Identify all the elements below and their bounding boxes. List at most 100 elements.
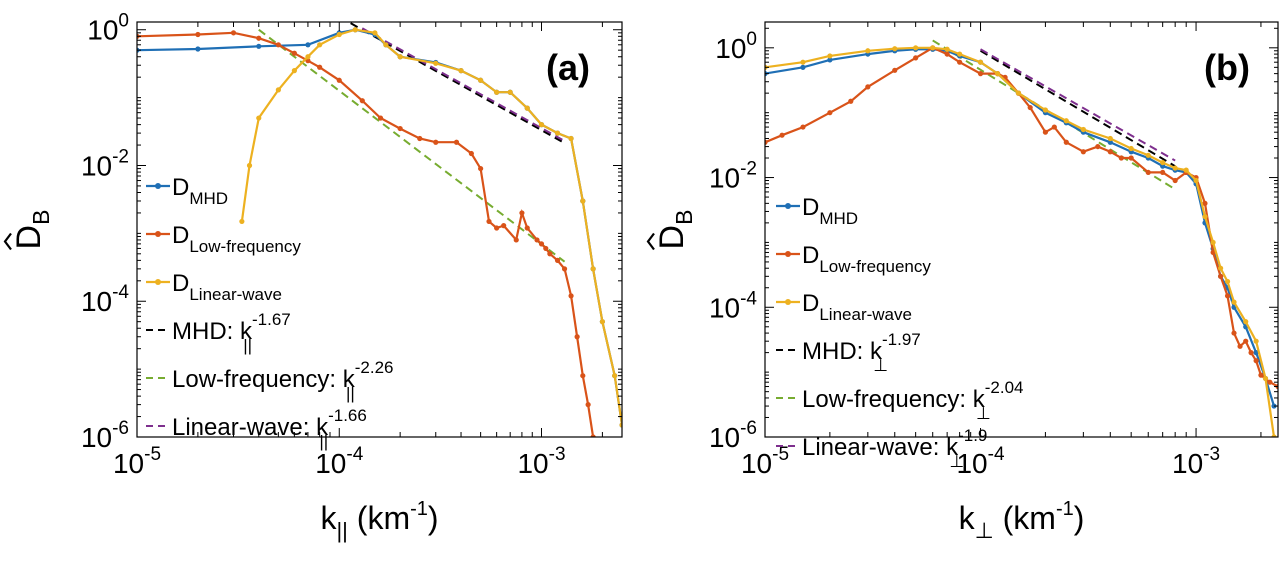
ylabel-sub: B <box>28 210 54 225</box>
data-point <box>239 218 245 225</box>
data-point <box>1258 372 1264 378</box>
data-point <box>1243 319 1249 325</box>
data-point <box>977 59 984 65</box>
data-point <box>317 42 323 48</box>
data-point <box>1027 104 1033 111</box>
legend-label: DMHD <box>802 194 858 228</box>
data-point <box>590 434 596 437</box>
series-low-frequency <box>137 30 596 437</box>
panel-label: (b) <box>1204 47 1250 88</box>
legend-swatch-marker <box>155 279 161 285</box>
legend-label: MHD: k-1.97 ⊥ <box>802 330 921 375</box>
data-point <box>534 237 540 243</box>
fit-line-low-frequency <box>258 28 566 263</box>
y-tick-label: 10-4 <box>81 282 129 317</box>
tick-exponent: -4 <box>346 444 363 465</box>
data-point <box>246 162 253 169</box>
data-point <box>305 54 311 60</box>
legend-swatch-marker <box>785 203 791 209</box>
legend-sub: ⊥ <box>976 404 991 423</box>
data-point <box>1267 379 1273 385</box>
legend-sub: || <box>243 336 252 355</box>
xlabel-sub: ⊥ <box>975 518 994 543</box>
tick-exponent: -5 <box>772 444 789 465</box>
ylabel-main: D <box>10 225 48 250</box>
xlabel-close: ) <box>1074 500 1085 536</box>
legend-label: Linear-wave: k-1.9 ⊥ <box>802 426 987 471</box>
data-point <box>1080 149 1086 155</box>
data-point <box>275 42 281 48</box>
data-point <box>519 210 525 216</box>
data-point <box>1172 177 1178 184</box>
series-line <box>240 28 622 426</box>
ylabel-hat <box>3 232 12 251</box>
x-tick-label: 10-5 <box>741 444 789 479</box>
data-point <box>494 89 500 95</box>
legend-main: k <box>946 434 959 461</box>
series-linear-wave <box>765 45 1277 437</box>
data-point <box>1271 434 1277 437</box>
data-point <box>944 51 950 57</box>
data-point <box>397 125 403 132</box>
legend-sub: ⊥ <box>873 356 888 375</box>
xlabel-main: k <box>320 500 337 536</box>
data-point <box>195 46 201 52</box>
data-point <box>507 89 513 95</box>
data-point <box>458 68 464 74</box>
legend-prefix: MHD: <box>802 338 870 365</box>
tick-base: 10 <box>1172 448 1203 479</box>
data-point <box>1210 249 1216 256</box>
data-point <box>1107 135 1113 142</box>
data-point <box>599 319 605 325</box>
data-point <box>1193 177 1199 184</box>
data-point <box>230 30 237 36</box>
data-point <box>944 46 950 52</box>
data-point <box>779 132 785 138</box>
legend-label: DLinear-wave <box>172 270 282 304</box>
legend-item-5: Linear-wave: k-1.66 || <box>146 406 367 451</box>
data-point <box>913 55 919 61</box>
data-point <box>433 60 439 66</box>
legend-prefix: Linear-wave: <box>172 414 316 441</box>
data-point <box>619 422 622 428</box>
legend-item-2: DLinear-wave <box>146 270 282 304</box>
data-point <box>1262 375 1269 382</box>
tick-base: 10 <box>956 448 987 479</box>
data-point <box>568 135 574 142</box>
tick-exponent: -4 <box>112 282 129 303</box>
y-tick-label: 10-6 <box>709 418 757 453</box>
axes-frame <box>136 21 623 438</box>
legend-swatch-marker <box>155 231 161 237</box>
panel-label: (a) <box>546 47 590 88</box>
data-point <box>1160 159 1166 166</box>
data-point <box>478 77 484 83</box>
tick-exponent: 0 <box>746 29 757 50</box>
ylabel-sub: B <box>671 210 697 225</box>
xlabel-main: k <box>959 500 976 536</box>
data-point <box>383 42 389 48</box>
axes-frame <box>764 21 1279 438</box>
legend-sub: Linear-wave <box>819 305 912 324</box>
y-axis-label: DB <box>646 210 697 251</box>
y-tick-label: 10-6 <box>81 418 129 453</box>
y-axis-label: DB <box>3 210 54 251</box>
x-tick-label: 10-4 <box>315 444 363 479</box>
tick-exponent: -4 <box>740 288 757 309</box>
data-point <box>543 245 549 252</box>
x-tick-label: 10-5 <box>113 444 161 479</box>
legend-main: k <box>316 414 329 441</box>
data-point <box>1080 126 1086 133</box>
legend-prefix: Low-frequency: <box>172 366 343 393</box>
legend-swatch-marker <box>785 251 791 257</box>
data-point <box>1118 155 1124 161</box>
data-point <box>827 110 833 116</box>
data-point <box>1218 273 1224 279</box>
tick-exponent: -3 <box>549 444 566 465</box>
data-point <box>1145 169 1151 176</box>
data-point <box>1248 350 1254 356</box>
data-point <box>305 42 311 48</box>
legend-item-0: DMHD <box>776 194 858 228</box>
tick-base: 10 <box>87 15 118 46</box>
x-tick-label: 10-3 <box>517 444 565 479</box>
xlabel-unit-sup: -1 <box>410 498 428 520</box>
